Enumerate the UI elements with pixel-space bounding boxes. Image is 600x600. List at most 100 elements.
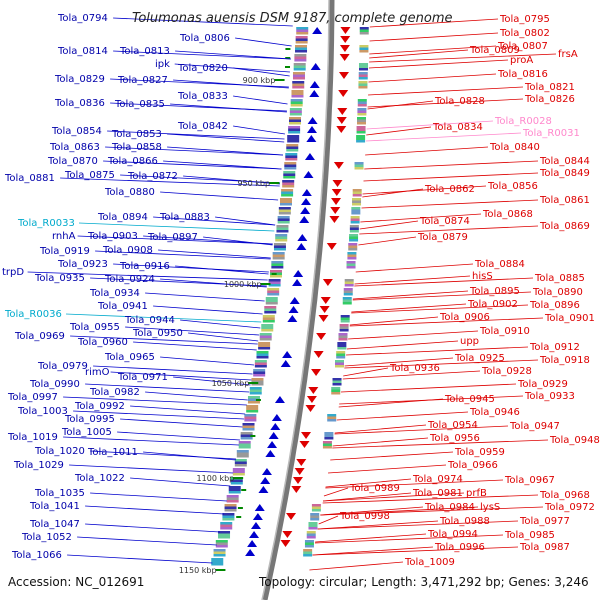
composition-block (346, 263, 356, 266)
composition-block (310, 518, 320, 521)
feature-dash (250, 435, 256, 437)
composition-block (338, 333, 348, 336)
leader-line (90, 492, 227, 502)
gene-label: Tola_0885 (534, 273, 585, 284)
composition-block (234, 461, 247, 464)
reverse-gene-mark (293, 477, 303, 484)
gene-label: Tola_0881 (4, 173, 55, 184)
composition-block (262, 317, 275, 320)
leader-line (85, 523, 220, 533)
gene-label: Tola_R0033 (17, 218, 75, 229)
composition-block (261, 329, 274, 332)
leader-line (65, 313, 262, 323)
gene-label: Tola_0894 (97, 212, 148, 223)
leader-line (130, 477, 231, 487)
composition-block (238, 443, 251, 446)
leader-line (93, 365, 253, 375)
composition-block (258, 344, 271, 347)
leader-line (113, 50, 291, 60)
composition-block (261, 326, 274, 329)
gene-label: Tola_0988 (439, 516, 490, 527)
composition-block (359, 27, 369, 30)
composition-block (352, 200, 362, 203)
feature-dash (285, 57, 291, 59)
leader-line (120, 418, 243, 428)
forward-gene-mark (304, 153, 315, 160)
composition-block (349, 227, 359, 230)
composition-block (285, 153, 298, 156)
leader-line (332, 439, 549, 449)
gene-label: rimO (85, 367, 110, 378)
composition-block (358, 63, 368, 66)
leader-line (175, 50, 291, 60)
gene-label: Tola_0858 (111, 142, 162, 153)
gene-label: Tola_0820 (177, 63, 228, 74)
composition-block (358, 68, 368, 71)
gene-label: proA (510, 55, 533, 66)
leader-line (113, 263, 269, 273)
composition-block (347, 254, 357, 257)
composition-block (232, 468, 245, 471)
leader-line (363, 172, 539, 182)
leader-line (160, 191, 279, 201)
composition-block (354, 162, 364, 165)
composition-block (334, 362, 344, 365)
leader-line (349, 317, 544, 327)
reverse-gene-mark (306, 396, 317, 403)
gene-label: Tola_0828 (434, 96, 485, 107)
composition-block (286, 146, 299, 149)
gene-label: Tola_0929 (517, 379, 568, 390)
composition-block (287, 135, 300, 138)
tick-label: 900 kbp (243, 76, 276, 85)
composition-block (332, 383, 342, 386)
composition-block (236, 455, 249, 458)
composition-block (244, 419, 257, 422)
leader-line (188, 332, 259, 342)
composition-block (271, 261, 284, 264)
composition-block (268, 279, 281, 282)
leader-line (364, 160, 539, 170)
composition-block (351, 212, 361, 215)
gene-label: Tola_0994 (427, 529, 478, 540)
composition-block (306, 533, 316, 536)
gene-label: Tola_0960 (77, 337, 128, 348)
leader-line (63, 396, 247, 406)
composition-block (327, 416, 337, 419)
leader-line (312, 546, 519, 556)
composition-block (218, 531, 231, 534)
gene-label: Tola_R0031 (522, 128, 580, 139)
composition-block (293, 68, 306, 71)
tick-mark (274, 79, 285, 81)
reverse-gene-mark (338, 90, 349, 97)
leader-line (368, 73, 497, 83)
composition-block (224, 504, 237, 507)
composition-block (357, 101, 367, 104)
composition-block (247, 401, 260, 404)
forward-gene-mark (267, 441, 278, 448)
forward-gene-mark (280, 360, 291, 367)
composition-block (343, 293, 353, 296)
leader-line (369, 45, 497, 55)
composition-block (354, 167, 364, 170)
gene-label: Tola_0925 (454, 353, 505, 364)
composition-block (282, 185, 295, 188)
composition-block (342, 299, 352, 302)
gene-label: Tola_0945 (444, 394, 495, 405)
leader-line (173, 376, 251, 386)
reverse-gene-mark (316, 333, 327, 340)
gene-label: Tola_0982 (89, 387, 140, 398)
genome-backbone (262, 0, 335, 600)
gene-label: Tola_0821 (524, 82, 575, 93)
forward-gene-mark (268, 432, 279, 439)
gene-label: Tola_0880 (104, 187, 155, 198)
leader-line (170, 103, 287, 113)
leader-line (85, 383, 250, 393)
leader-line (369, 18, 499, 28)
composition-block (220, 522, 233, 525)
composition-block (251, 378, 264, 381)
composition-block (275, 234, 288, 237)
forward-gene-mark (312, 27, 323, 34)
composition-block (348, 248, 358, 251)
composition-block (308, 527, 318, 530)
composition-block (288, 126, 301, 129)
